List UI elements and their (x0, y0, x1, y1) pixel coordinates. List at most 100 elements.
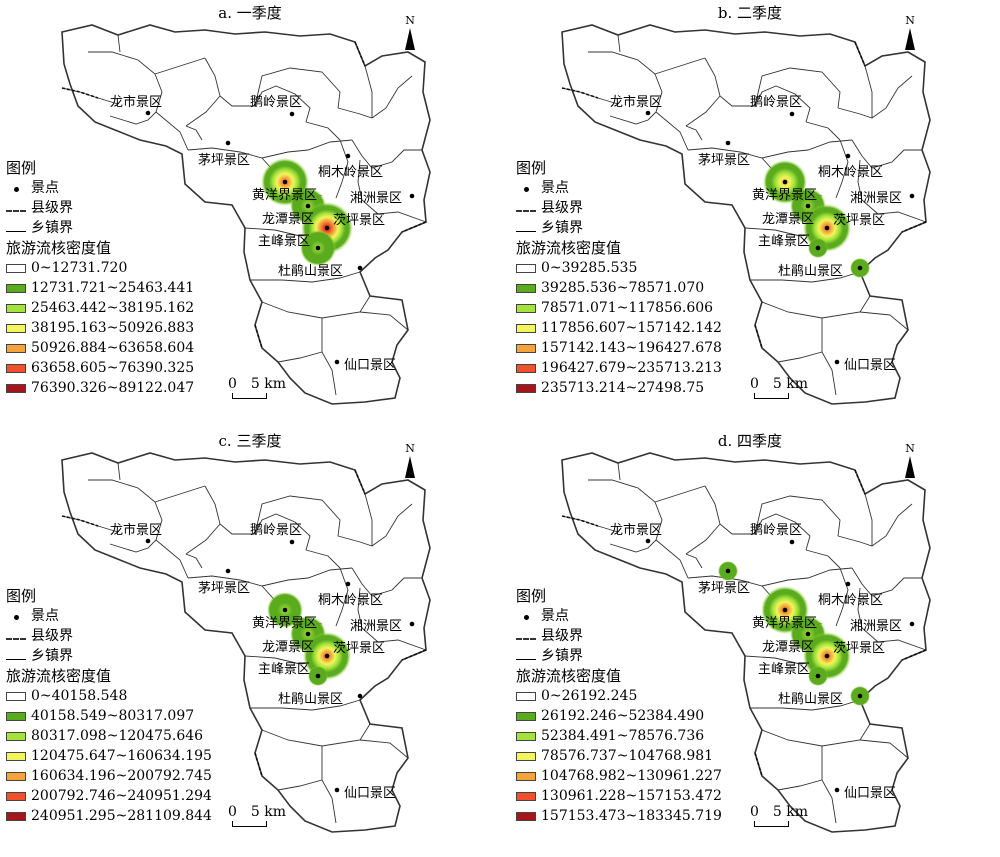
map-panel-3: c. 三季度 龙市景区 鹅岭景区 茅坪景区 桐木岭景区 黄洋界景区 湘洲景区 龙潭景区 茨坪景区… (0, 428, 500, 856)
legend-spot: 景点 (6, 606, 212, 626)
legend-class: 200792.746~240951.294 (6, 786, 212, 806)
spot-label: 桐木岭景区 (818, 593, 883, 608)
town-boundary (655, 111, 689, 151)
spot-marker (334, 359, 340, 365)
town-boundary (250, 699, 361, 711)
county-line (401, 221, 427, 233)
spot-marker (909, 193, 915, 199)
legend-density-title: 旅游流核密度值 (6, 667, 112, 685)
spot-label: 湘洲景区 (850, 191, 902, 206)
legend-class: 26192.246~52384.490 (516, 706, 722, 726)
town-boundary (254, 67, 341, 109)
county-line (561, 515, 599, 527)
legend-class: 240951.295~281109.844 (6, 806, 212, 826)
legend-spot: 景点 (6, 178, 194, 198)
spot-marker (845, 581, 851, 587)
spot-marker (315, 245, 321, 251)
spot-label: 龙潭景区 (762, 212, 814, 227)
spot-marker (725, 568, 731, 574)
town-boundary (254, 495, 341, 537)
legend-class: 196427.679~235713.213 (516, 358, 722, 378)
town-boundary (185, 125, 203, 141)
town-boundary (687, 139, 853, 159)
spot-marker (645, 110, 651, 116)
legend-town: 乡镇界 (516, 646, 722, 666)
town-boundary (859, 311, 909, 331)
town-boundary (305, 549, 341, 569)
county-line (854, 41, 866, 67)
town-boundary (154, 485, 206, 503)
spot-label: 湘洲景区 (350, 619, 402, 634)
spot-marker (782, 179, 788, 185)
spot-marker (805, 203, 811, 209)
town-boundary (185, 95, 221, 127)
spot-marker (305, 203, 311, 209)
spot-label: 茅坪景区 (198, 581, 250, 596)
spot-label: 仙口景区 (844, 786, 896, 801)
county-line (61, 515, 99, 527)
spot-label: 黄洋界景区 (752, 616, 817, 631)
spot-label: 仙口景区 (344, 358, 396, 373)
town-boundary (685, 125, 703, 141)
spot-marker (334, 787, 340, 793)
county-line (901, 649, 927, 661)
town-boundary (359, 311, 409, 331)
spot-marker (145, 538, 151, 544)
spot-marker (225, 140, 231, 146)
spot-label: 黄洋界景区 (252, 188, 317, 203)
spot-label: 鹅岭景区 (250, 94, 302, 110)
spot-label: 桐木岭景区 (318, 165, 383, 180)
legend-class: 235713.214~27498.75 (516, 378, 722, 398)
town-boundary (754, 67, 841, 109)
legend-title: 图例 (6, 159, 37, 177)
town-boundary (864, 493, 873, 546)
town-boundary (685, 553, 703, 569)
town-boundary (857, 587, 927, 651)
town-boundary (617, 34, 621, 53)
spot-marker (815, 245, 821, 251)
spot-marker (824, 653, 830, 659)
spot-marker (834, 787, 840, 793)
town-boundary (687, 567, 853, 587)
spot-marker (289, 111, 295, 117)
spot-label: 湘洲景区 (350, 191, 402, 206)
spot-marker (145, 110, 151, 116)
legend: 图例 景点 县级界 乡镇界 旅游流核密度值 0~40158.548 40158.549~80… (6, 586, 212, 826)
county-line (401, 649, 427, 661)
spot-label: 桐木岭景区 (318, 593, 383, 608)
panel-title: a. 一季度 (218, 4, 282, 22)
spot-marker (782, 607, 788, 613)
legend: 图例 景点 县级界 乡镇界 旅游流核密度值 0~26192.245 26192.246~52… (516, 586, 722, 826)
spot-label: 黄洋界景区 (252, 616, 317, 631)
spot-label: 龙潭景区 (262, 212, 314, 227)
spot-label: 龙潭景区 (762, 640, 814, 655)
spot-label: 主峰景区 (258, 662, 310, 677)
spot-marker (909, 621, 915, 627)
spot-label: 茨坪景区 (833, 641, 885, 656)
town-boundary (859, 739, 909, 759)
town-boundary (185, 553, 203, 569)
spot-label: 杜鹃山景区 (778, 263, 843, 279)
legend-county: 县级界 (516, 198, 722, 218)
panel-title: c. 三季度 (218, 432, 282, 450)
town-boundary (204, 485, 311, 551)
spot-label: 杜鹃山景区 (278, 263, 343, 279)
spot-label: 主峰景区 (258, 234, 310, 249)
spot-marker (324, 225, 330, 231)
town-boundary (835, 139, 849, 199)
spot-label: 湘洲景区 (850, 619, 902, 634)
spot-marker (857, 265, 863, 271)
town-boundary (117, 34, 121, 53)
legend-class: 120475.647~160634.195 (6, 746, 212, 766)
spot-label: 龙市景区 (110, 94, 162, 110)
town-boundary (654, 485, 706, 503)
legend-class: 78571.071~117856.606 (516, 298, 722, 318)
map-panel-4: d. 四季度 龙市景区 鹅岭景区 茅坪景区 桐木岭景区 黄洋界景区 湘洲景区 龙潭景区 茨坪景区… (500, 428, 1000, 856)
county-line (854, 469, 866, 495)
spot-label: 龙市景区 (610, 522, 662, 538)
legend-title: 图例 (516, 159, 547, 177)
